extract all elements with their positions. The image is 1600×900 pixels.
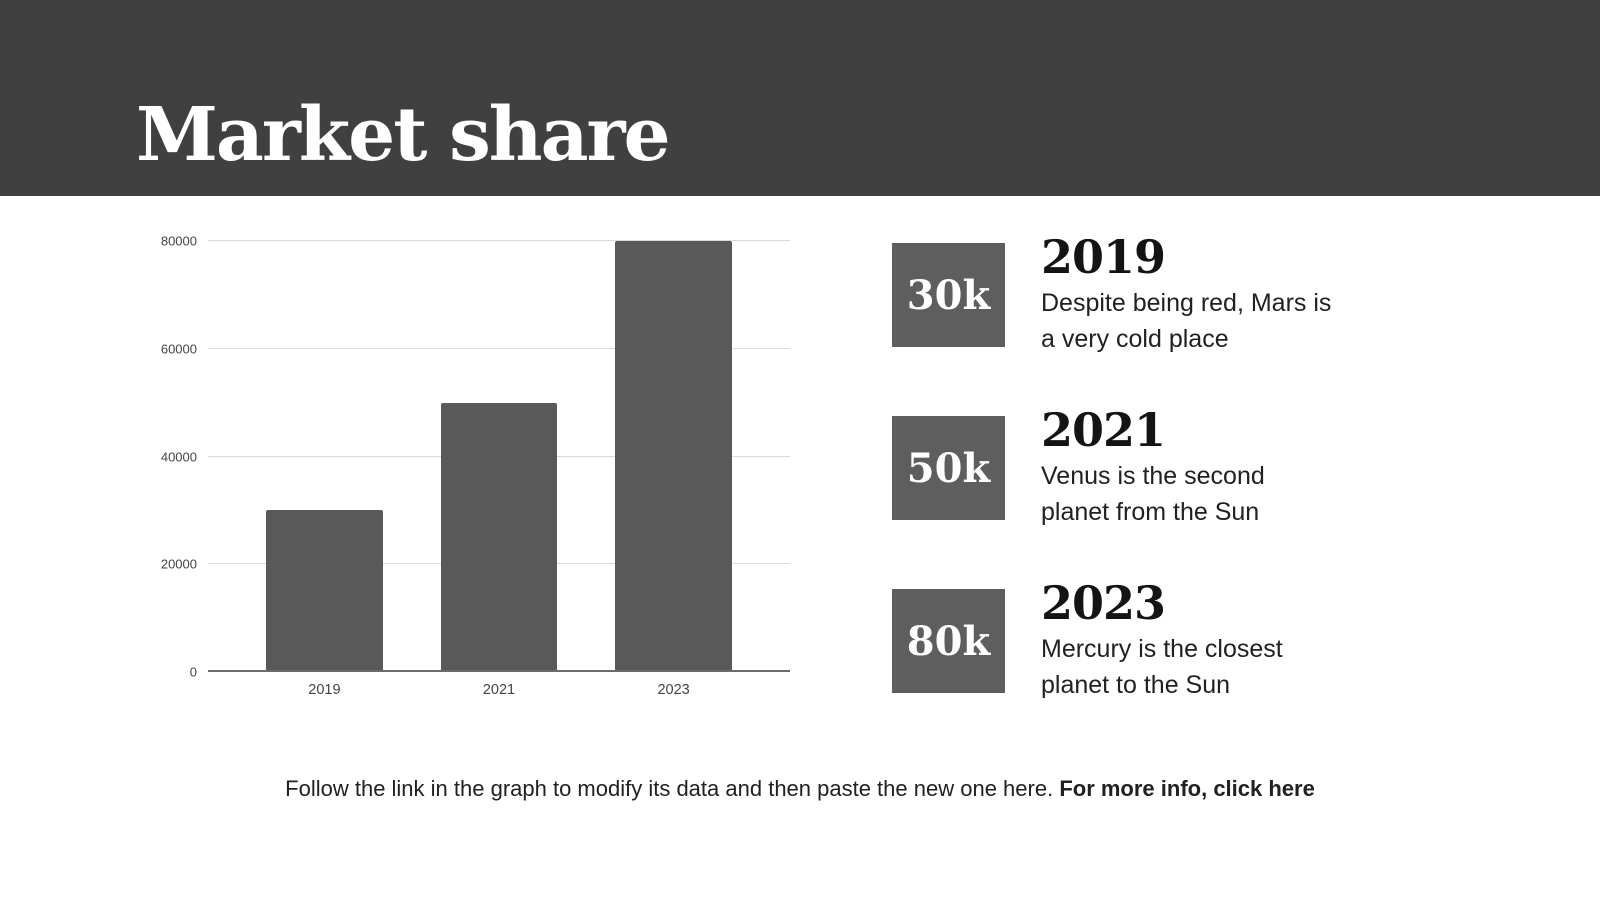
gridline <box>208 347 790 349</box>
callout-text: 2019 Despite being red, Mars is a very c… <box>1041 233 1331 357</box>
x-axis-category-label: 2019 <box>308 682 341 698</box>
bar-2023 <box>615 241 732 672</box>
x-axis-baseline <box>208 670 790 672</box>
callout-2023: 80k 2023 Mercury is the closest planet t… <box>892 579 1283 703</box>
callout-2019: 30k 2019 Despite being red, Mars is a ve… <box>892 233 1331 357</box>
y-axis-tick-label: 80000 <box>160 233 197 249</box>
market-share-chart[interactable]: 0 20000 40000 60000 80000 2019 2021 2023 <box>130 220 810 710</box>
value-badge: 30k <box>892 243 1005 348</box>
plot-area: 0 20000 40000 60000 80000 2019 2021 2023 <box>161 235 790 698</box>
y-axis-tick-label: 0 <box>189 664 197 680</box>
x-axis-category-label: 2023 <box>657 682 690 698</box>
footer-note: Follow the link in the graph to modify i… <box>0 776 1600 802</box>
slide-header: Market share <box>0 0 1600 196</box>
bar-2019 <box>266 510 383 672</box>
value-badge: 50k <box>892 416 1005 521</box>
callout-2021: 50k 2021 Venus is the second planet from… <box>892 406 1265 530</box>
callout-text: 2023 Mercury is the closest planet to th… <box>1041 579 1283 703</box>
y-axis-tick-label: 60000 <box>160 341 197 357</box>
callout-year: 2021 <box>1041 403 1166 457</box>
more-info-link[interactable]: For more info, click here <box>1059 776 1315 801</box>
callout-description: Venus is the second planet from the Sun <box>1041 462 1265 526</box>
footer-text: Follow the link in the graph to modify i… <box>285 776 1060 801</box>
callout-description: Mercury is the closest planet to the Sun <box>1041 635 1283 699</box>
callout-year: 2019 <box>1041 230 1166 284</box>
y-axis-tick-label: 20000 <box>160 556 197 572</box>
x-axis-category-label: 2021 <box>482 682 516 698</box>
value-badge: 80k <box>892 589 1005 694</box>
callout-year: 2023 <box>1041 576 1166 630</box>
slide-title: Market share <box>136 92 671 178</box>
bar-2021 <box>440 402 558 672</box>
callout-text: 2021 Venus is the second planet from the… <box>1041 406 1265 530</box>
y-axis-tick-label: 40000 <box>160 449 197 464</box>
gridline <box>208 240 790 241</box>
callout-description: Despite being red, Mars is a very cold p… <box>1041 289 1332 353</box>
